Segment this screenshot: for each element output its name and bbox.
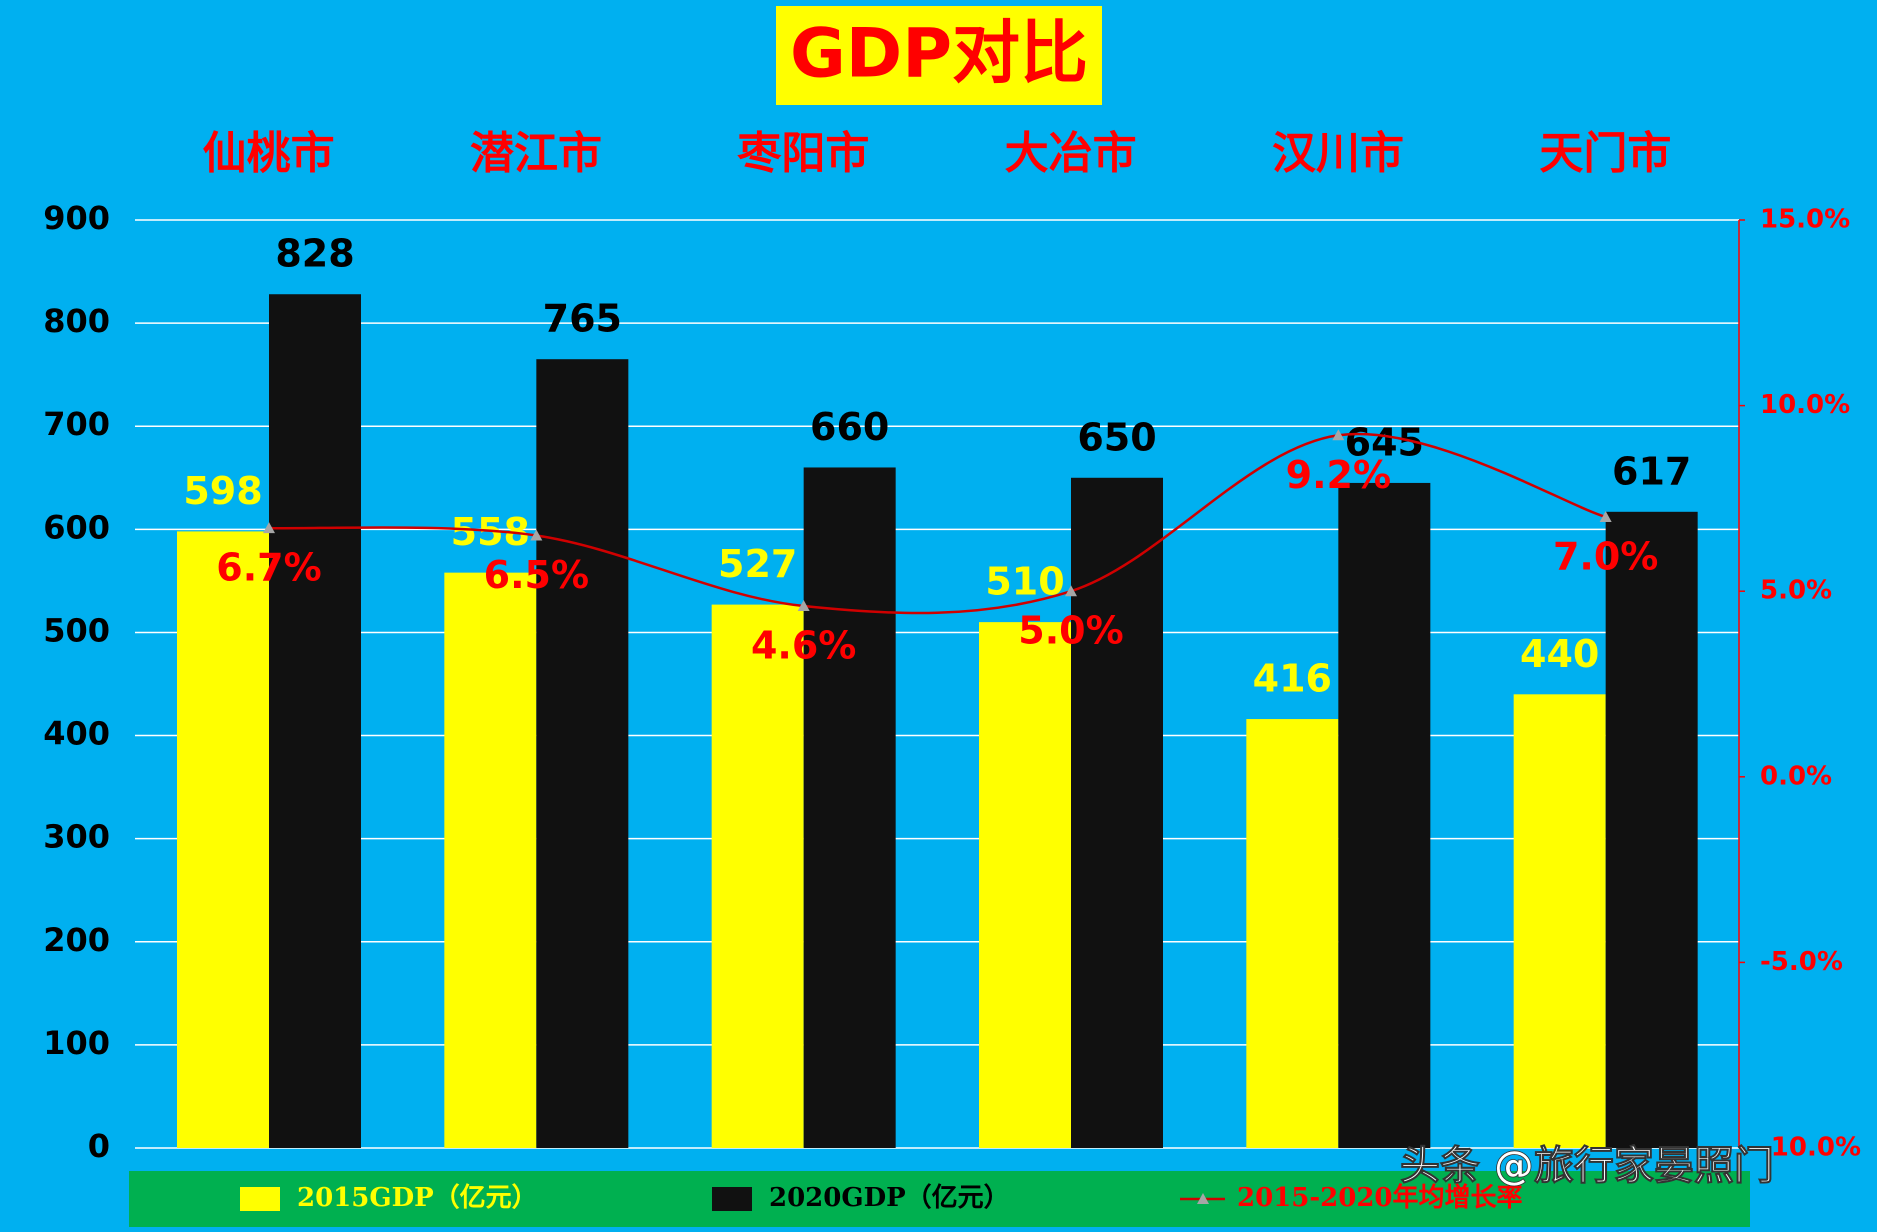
category-label: 潜江市 — [470, 128, 602, 179]
category-label: 仙桃市 — [203, 128, 335, 179]
legend-label: 2015-2020年均增长率 — [1237, 1182, 1523, 1213]
value-label: 765 — [543, 297, 622, 341]
value-label: 440 — [1520, 632, 1599, 676]
category-label: 大冶市 — [1005, 128, 1137, 179]
y-tick-label: 200 — [43, 921, 110, 959]
bar — [444, 572, 537, 1148]
y-tick-label: 600 — [43, 508, 110, 546]
value-label: 645 — [1345, 420, 1424, 464]
category-label: 枣阳市 — [736, 128, 869, 179]
line-marker — [797, 600, 810, 612]
y2-tick-label: -10.0% — [1760, 1133, 1861, 1163]
y-tick-label: 500 — [43, 611, 110, 649]
chart-title: GDP对比 — [790, 15, 1088, 94]
legend-swatch — [712, 1187, 752, 1211]
category-label: 汉川市 — [1272, 128, 1404, 179]
value-label: 6.5% — [484, 553, 589, 597]
value-label: 7.0% — [1553, 534, 1658, 578]
value-label: 416 — [1253, 657, 1332, 701]
legend-swatch — [240, 1187, 280, 1211]
value-label: 527 — [718, 542, 797, 586]
value-label: 5.0% — [1018, 609, 1123, 653]
y-tick-label: 700 — [43, 405, 110, 443]
value-label: 828 — [275, 232, 354, 276]
y2-tick-label: 10.0% — [1760, 390, 1850, 420]
bar — [269, 294, 361, 1148]
bar — [803, 467, 896, 1148]
title-box — [776, 6, 1102, 105]
legend-label: 2020GDP（亿元） — [769, 1183, 1010, 1213]
y-tick-label: 300 — [43, 818, 110, 856]
value-label: 4.6% — [751, 624, 856, 668]
category-label: 天门市 — [1539, 128, 1671, 179]
bar — [1071, 477, 1163, 1148]
value-label: 617 — [1612, 449, 1691, 493]
y2-tick-label: 5.0% — [1760, 576, 1832, 606]
y-tick-label: 100 — [43, 1024, 110, 1062]
legend-box — [129, 1171, 1750, 1227]
line-marker — [1599, 510, 1612, 522]
value-label: 660 — [810, 405, 889, 449]
bar — [1338, 482, 1431, 1148]
bar — [1513, 694, 1606, 1148]
line-marker — [530, 529, 543, 541]
y2-tick-label: -5.0% — [1760, 947, 1843, 977]
legend-label: 2015GDP（亿元） — [297, 1183, 538, 1213]
value-label: 598 — [183, 469, 262, 513]
y-tick-label: 400 — [43, 715, 110, 753]
line — [268, 432, 1607, 615]
bar — [711, 604, 804, 1148]
value-label: 6.7% — [216, 546, 321, 590]
y-tick-label: 800 — [43, 302, 110, 340]
legend-marker — [1197, 1193, 1209, 1204]
value-label: 650 — [1077, 415, 1156, 459]
watermark: 头条 @旅行家晏照门 — [1400, 1143, 1774, 1189]
bar — [177, 531, 269, 1148]
y2-tick-label: 15.0% — [1760, 205, 1850, 235]
y-tick-label: 900 — [43, 199, 110, 237]
bar — [1246, 719, 1339, 1148]
line-marker — [1332, 429, 1345, 441]
line-marker — [263, 522, 275, 534]
bar — [536, 359, 629, 1148]
bar — [1605, 511, 1698, 1148]
line-marker — [1065, 585, 1077, 597]
bar — [979, 622, 1071, 1148]
y-tick-label: 0 — [88, 1127, 110, 1165]
y2-tick-label: 0.0% — [1760, 761, 1832, 791]
value-label: 9.2% — [1286, 453, 1391, 497]
